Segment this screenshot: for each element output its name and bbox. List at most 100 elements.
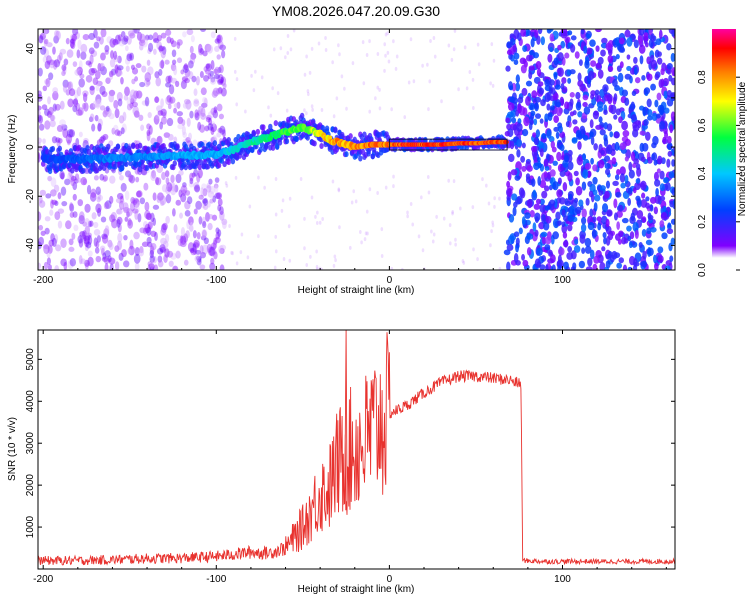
noise-blob [364, 231, 368, 236]
noise-blob [624, 29, 631, 38]
noise-blob [181, 119, 186, 127]
noise-blob [510, 169, 518, 176]
ridge-halo [230, 158, 236, 165]
noise-blob [215, 231, 220, 240]
noise-blob [103, 256, 110, 265]
noise-blob [513, 52, 520, 60]
noise-blob [201, 244, 209, 255]
noise-blob [184, 190, 191, 196]
noise-blob [536, 247, 543, 256]
noise-blob [42, 244, 50, 250]
noise-blob [516, 122, 523, 132]
noise-blob [233, 36, 237, 41]
noise-blob [316, 210, 319, 215]
noise-blob [610, 104, 617, 115]
noise-blob [44, 60, 51, 70]
noise-blob [599, 261, 606, 270]
noise-blob [186, 29, 194, 36]
noise-blob [574, 206, 582, 214]
noise-blob [642, 250, 647, 260]
noise-blob [205, 63, 210, 70]
noise-blob [531, 90, 538, 99]
noise-blob [597, 222, 602, 231]
noise-blob [600, 49, 606, 57]
noise-blob [194, 112, 200, 121]
ridge-halo [344, 151, 349, 158]
ridge-halo [371, 146, 377, 153]
noise-blob [522, 107, 528, 117]
noise-blob [218, 113, 224, 120]
noise-blob [68, 238, 74, 246]
noise-blob [546, 103, 551, 111]
noise-blob [171, 59, 177, 65]
noise-blob [274, 212, 278, 217]
noise-blob [172, 266, 178, 270]
noise-blob [193, 185, 200, 192]
noise-blob [67, 259, 74, 269]
snr-x-label: Height of straight line (km) [298, 584, 415, 595]
noise-blob [633, 158, 639, 165]
noise-blob [621, 89, 629, 97]
noise-blob [206, 44, 213, 54]
noise-blob [67, 81, 74, 91]
noise-blob [44, 216, 51, 222]
spectrogram-y-tick-label: 0 [25, 144, 36, 150]
noise-blob [651, 152, 658, 161]
noise-blob [618, 37, 625, 45]
noise-blob [84, 259, 90, 267]
noise-blob [605, 180, 611, 189]
noise-blob [562, 240, 569, 248]
noise-blob [420, 195, 423, 200]
noise-blob [575, 186, 583, 196]
noise-blob [45, 193, 52, 199]
noise-blob [526, 247, 532, 256]
noise-blob [172, 208, 176, 217]
noise-blob [530, 110, 536, 117]
noise-blob [235, 102, 239, 107]
noise-blob [73, 89, 79, 99]
noise-blob [69, 258, 77, 267]
noise-blob [432, 232, 436, 237]
noise-blob [512, 42, 517, 53]
noise-blob [84, 203, 91, 213]
noise-blob [597, 159, 605, 169]
noise-blob [630, 101, 636, 111]
noise-blob [192, 243, 197, 253]
noise-blob [123, 235, 128, 241]
noise-blob [667, 150, 673, 157]
noise-blob [44, 120, 51, 130]
noise-blob [570, 35, 577, 41]
noise-blob [74, 31, 81, 40]
noise-blob [338, 225, 341, 230]
noise-blob [561, 221, 566, 228]
noise-blob [207, 72, 212, 80]
noise-blob [654, 194, 661, 205]
noise-blob [656, 57, 663, 65]
noise-blob [390, 107, 393, 112]
noise-blob [188, 132, 192, 141]
noise-blob [99, 245, 106, 252]
spectrogram-y-tick-label: 20 [25, 92, 36, 104]
noise-blob [604, 190, 610, 199]
noise-blob [604, 94, 609, 102]
noise-blob [97, 62, 102, 72]
noise-blob [633, 257, 638, 267]
noise-blob [193, 88, 198, 97]
noise-blob [50, 114, 55, 121]
noise-blob [631, 90, 637, 97]
noise-blob [220, 76, 227, 86]
noise-blob [166, 94, 172, 103]
ridge-halo [358, 155, 363, 162]
noise-blob [376, 85, 380, 90]
noise-blob [113, 64, 121, 71]
noise-blob [194, 184, 201, 193]
snr-y-tick-label: 2000 [25, 474, 36, 497]
noise-blob [567, 30, 573, 36]
noise-blob [233, 69, 237, 74]
noise-blob [507, 102, 515, 111]
noise-blob [581, 247, 586, 254]
noise-blob [134, 210, 139, 220]
noise-blob [210, 76, 216, 83]
noise-blob [217, 34, 221, 44]
noise-blob [581, 208, 587, 219]
